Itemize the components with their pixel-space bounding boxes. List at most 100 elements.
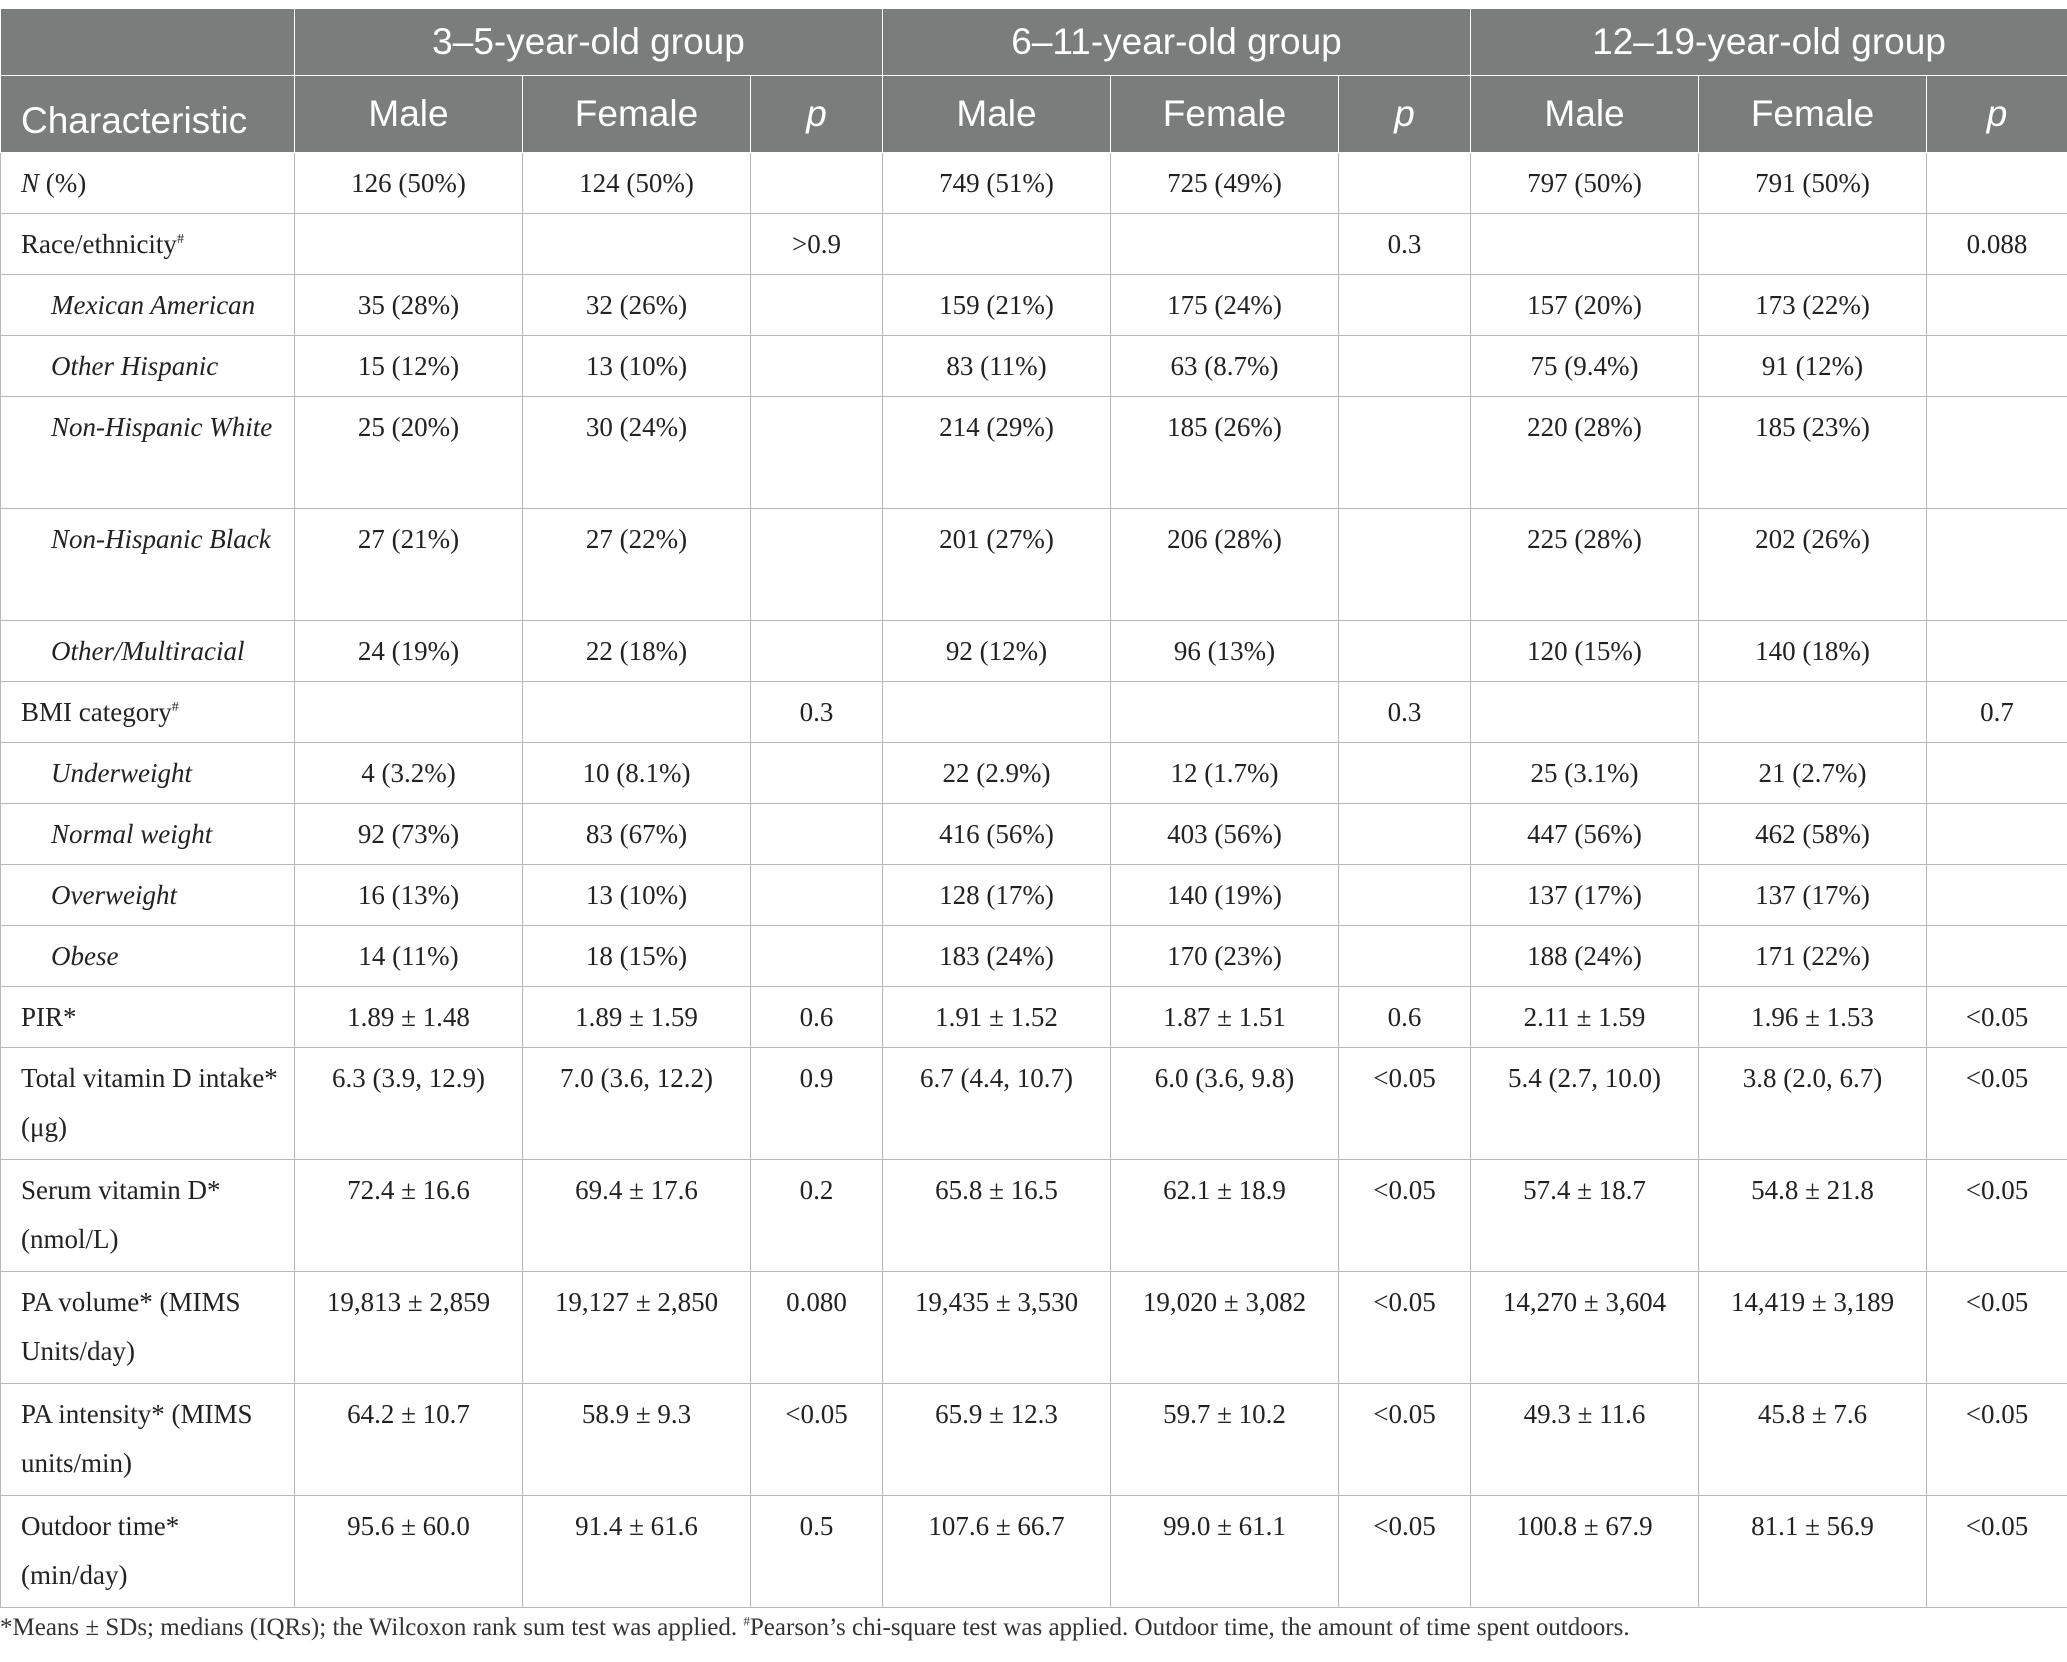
- p-value-cell: [1337, 925, 1472, 987]
- p-value-cell: <0.05: [1926, 1495, 2067, 1608]
- table-row: PIR* 1.89 ± 1.48 1.89 ± 1.59 0.6 1.91 ± 1.52…: [0, 986, 2067, 1048]
- group-header-12-19: 12–19-year-old group: [1470, 8, 2067, 76]
- value-cell: [1698, 681, 1928, 743]
- p-value-cell: <0.05: [750, 1383, 883, 1496]
- value-cell: 24 (19%): [294, 620, 523, 682]
- value-cell: 6.3 (3.9, 12.9): [294, 1047, 523, 1160]
- sub-header-female: Female: [522, 75, 751, 153]
- value-cell: 159 (21%): [882, 274, 1111, 336]
- row-label: Outdoor time* (min/day): [0, 1495, 295, 1608]
- p-value-cell: [1926, 508, 2067, 621]
- table-row: Race/ethnicity# >0.9 0.3 0.088: [0, 213, 2067, 275]
- value-cell: 170 (23%): [1110, 925, 1339, 987]
- value-cell: [522, 213, 751, 275]
- value-cell: 59.7 ± 10.2: [1110, 1383, 1339, 1496]
- row-label-text: Outdoor time* (min/day): [21, 1511, 180, 1590]
- row-label-text: Other/Multiracial: [51, 636, 245, 666]
- value-cell: 63 (8.7%): [1110, 335, 1339, 397]
- value-cell: 201 (27%): [882, 508, 1111, 621]
- p-value-cell: [750, 508, 883, 621]
- value-cell: 1.87 ± 1.51: [1110, 986, 1339, 1048]
- p-value-cell: [1337, 742, 1472, 804]
- row-label: PIR*: [0, 986, 295, 1048]
- value-cell: 100.8 ± 67.9: [1470, 1495, 1700, 1608]
- row-label-text: Obese: [51, 941, 119, 971]
- p-value-cell: <0.05: [1337, 1047, 1472, 1160]
- value-cell: 10 (8.1%): [522, 742, 751, 804]
- sub-header-female: Female: [1110, 75, 1339, 153]
- value-cell: 416 (56%): [882, 803, 1111, 865]
- value-cell: 16 (13%): [294, 864, 523, 926]
- p-value-cell: [1337, 620, 1472, 682]
- value-cell: 6.7 (4.4, 10.7): [882, 1047, 1111, 1160]
- table-row: Underweight 4 (3.2%) 10 (8.1%) 22 (2.9%) 12 …: [0, 742, 2067, 804]
- value-cell: 49.3 ± 11.6: [1470, 1383, 1700, 1496]
- p-value-cell: [750, 803, 883, 865]
- p-value-cell: [750, 864, 883, 926]
- value-cell: 447 (56%): [1470, 803, 1700, 865]
- p-value-cell: 0.9: [750, 1047, 883, 1160]
- value-cell: 45.8 ± 7.6: [1698, 1383, 1928, 1496]
- value-cell: [1110, 213, 1339, 275]
- sub-header-male: Male: [882, 75, 1111, 153]
- value-cell: 27 (22%): [522, 508, 751, 621]
- p-value-cell: <0.05: [1337, 1383, 1472, 1496]
- row-label: Race/ethnicity#: [0, 213, 295, 275]
- value-cell: 19,020 ± 3,082: [1110, 1271, 1339, 1384]
- row-label-text: Overweight: [51, 880, 177, 910]
- p-value-cell: 0.2: [750, 1159, 883, 1272]
- value-cell: 797 (50%): [1470, 152, 1700, 214]
- p-value-cell: <0.05: [1926, 986, 2067, 1048]
- value-cell: [294, 213, 523, 275]
- value-cell: 403 (56%): [1110, 803, 1339, 865]
- row-label: Mexican American: [0, 274, 295, 336]
- value-cell: 6.0 (3.6, 9.8): [1110, 1047, 1339, 1160]
- group-header-6-11: 6–11-year-old group: [881, 8, 1472, 76]
- row-label: Other Hispanic: [0, 335, 295, 397]
- row-label: Overweight: [0, 864, 295, 926]
- value-cell: 32 (26%): [522, 274, 751, 336]
- p-value-cell: [1926, 274, 2067, 336]
- value-cell: 185 (26%): [1110, 396, 1339, 509]
- p-value-cell: 0.7: [1926, 681, 2067, 743]
- sub-header-p: p: [1337, 75, 1472, 153]
- value-cell: 225 (28%): [1470, 508, 1700, 621]
- value-cell: 206 (28%): [1110, 508, 1339, 621]
- characteristics-table-container: 3–5-year-old group 6–11-year-old group 1…: [0, 8, 2067, 1608]
- value-cell: 19,435 ± 3,530: [882, 1271, 1111, 1384]
- value-cell: [1698, 213, 1928, 275]
- p-value-cell: <0.05: [1926, 1047, 2067, 1160]
- p-value-cell: >0.9: [750, 213, 883, 275]
- row-label-text: BMI category: [21, 697, 172, 727]
- value-cell: 183 (24%): [882, 925, 1111, 987]
- p-value-cell: <0.05: [1337, 1271, 1472, 1384]
- sub-header-female: Female: [1698, 75, 1928, 153]
- value-cell: 188 (24%): [1470, 925, 1700, 987]
- value-cell: 21 (2.7%): [1698, 742, 1928, 804]
- value-cell: 185 (23%): [1698, 396, 1928, 509]
- row-label: BMI category#: [0, 681, 295, 743]
- value-cell: 12 (1.7%): [1110, 742, 1339, 804]
- row-label: Other/Multiracial: [0, 620, 295, 682]
- value-cell: 107.6 ± 66.7: [882, 1495, 1111, 1608]
- table-row: Outdoor time* (min/day) 95.6 ± 60.0 91.4 ±…: [0, 1495, 2067, 1608]
- p-value-cell: [1926, 152, 2067, 214]
- p-value-cell: [1926, 742, 2067, 804]
- value-cell: 1.89 ± 1.48: [294, 986, 523, 1048]
- value-cell: 1.91 ± 1.52: [882, 986, 1111, 1048]
- value-cell: 64.2 ± 10.7: [294, 1383, 523, 1496]
- header-group-row: 3–5-year-old group 6–11-year-old group 1…: [0, 8, 2067, 76]
- row-label-text: Underweight: [51, 758, 192, 788]
- table-row: Other/Multiracial 24 (19%) 22 (18%) 92 (12%…: [0, 620, 2067, 682]
- table-header: 3–5-year-old group 6–11-year-old group 1…: [0, 8, 2067, 153]
- group-header-3-5: 3–5-year-old group: [294, 8, 883, 76]
- characteristics-table: 3–5-year-old group 6–11-year-old group 1…: [0, 8, 2067, 1608]
- row-label-text: Non-Hispanic Black: [51, 524, 271, 554]
- value-cell: 120 (15%): [1470, 620, 1700, 682]
- sub-header-male: Male: [1470, 75, 1700, 153]
- value-cell: 14 (11%): [294, 925, 523, 987]
- p-value-cell: [750, 742, 883, 804]
- value-cell: 725 (49%): [1110, 152, 1339, 214]
- value-cell: 14,270 ± 3,604: [1470, 1271, 1700, 1384]
- p-value-cell: [1337, 508, 1472, 621]
